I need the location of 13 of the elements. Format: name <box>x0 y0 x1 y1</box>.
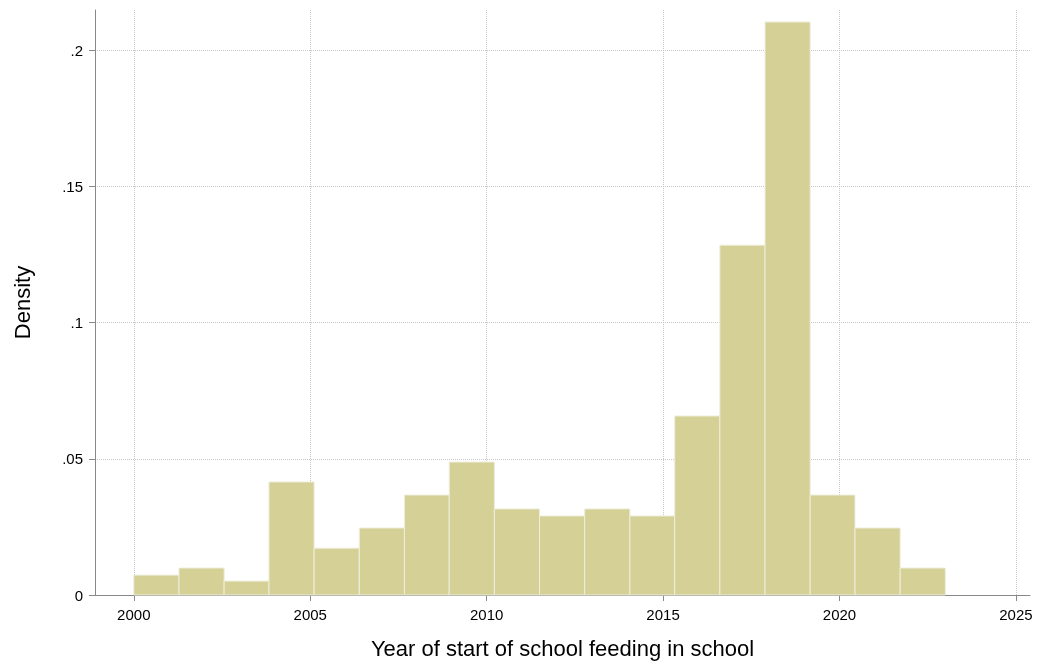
x-tick-label: 2015 <box>646 606 680 623</box>
y-tick-label: .05 <box>62 450 83 468</box>
x-tick-label: 2005 <box>293 606 327 623</box>
x-tick-label: 2020 <box>822 606 857 623</box>
x-tick-label: 2025 <box>999 606 1033 623</box>
y-tick-label: 0 <box>74 586 83 604</box>
x-tick-label: 2000 <box>117 606 151 623</box>
x-axis-title: Year of start of school feeding in school <box>370 635 755 661</box>
x-tick-label: 2010 <box>469 606 504 623</box>
y-axis-title: Density <box>9 265 35 340</box>
y-tick-label: .2 <box>70 41 83 59</box>
y-tick-label: .1 <box>70 314 83 332</box>
y-tick-label: .15 <box>62 177 83 195</box>
